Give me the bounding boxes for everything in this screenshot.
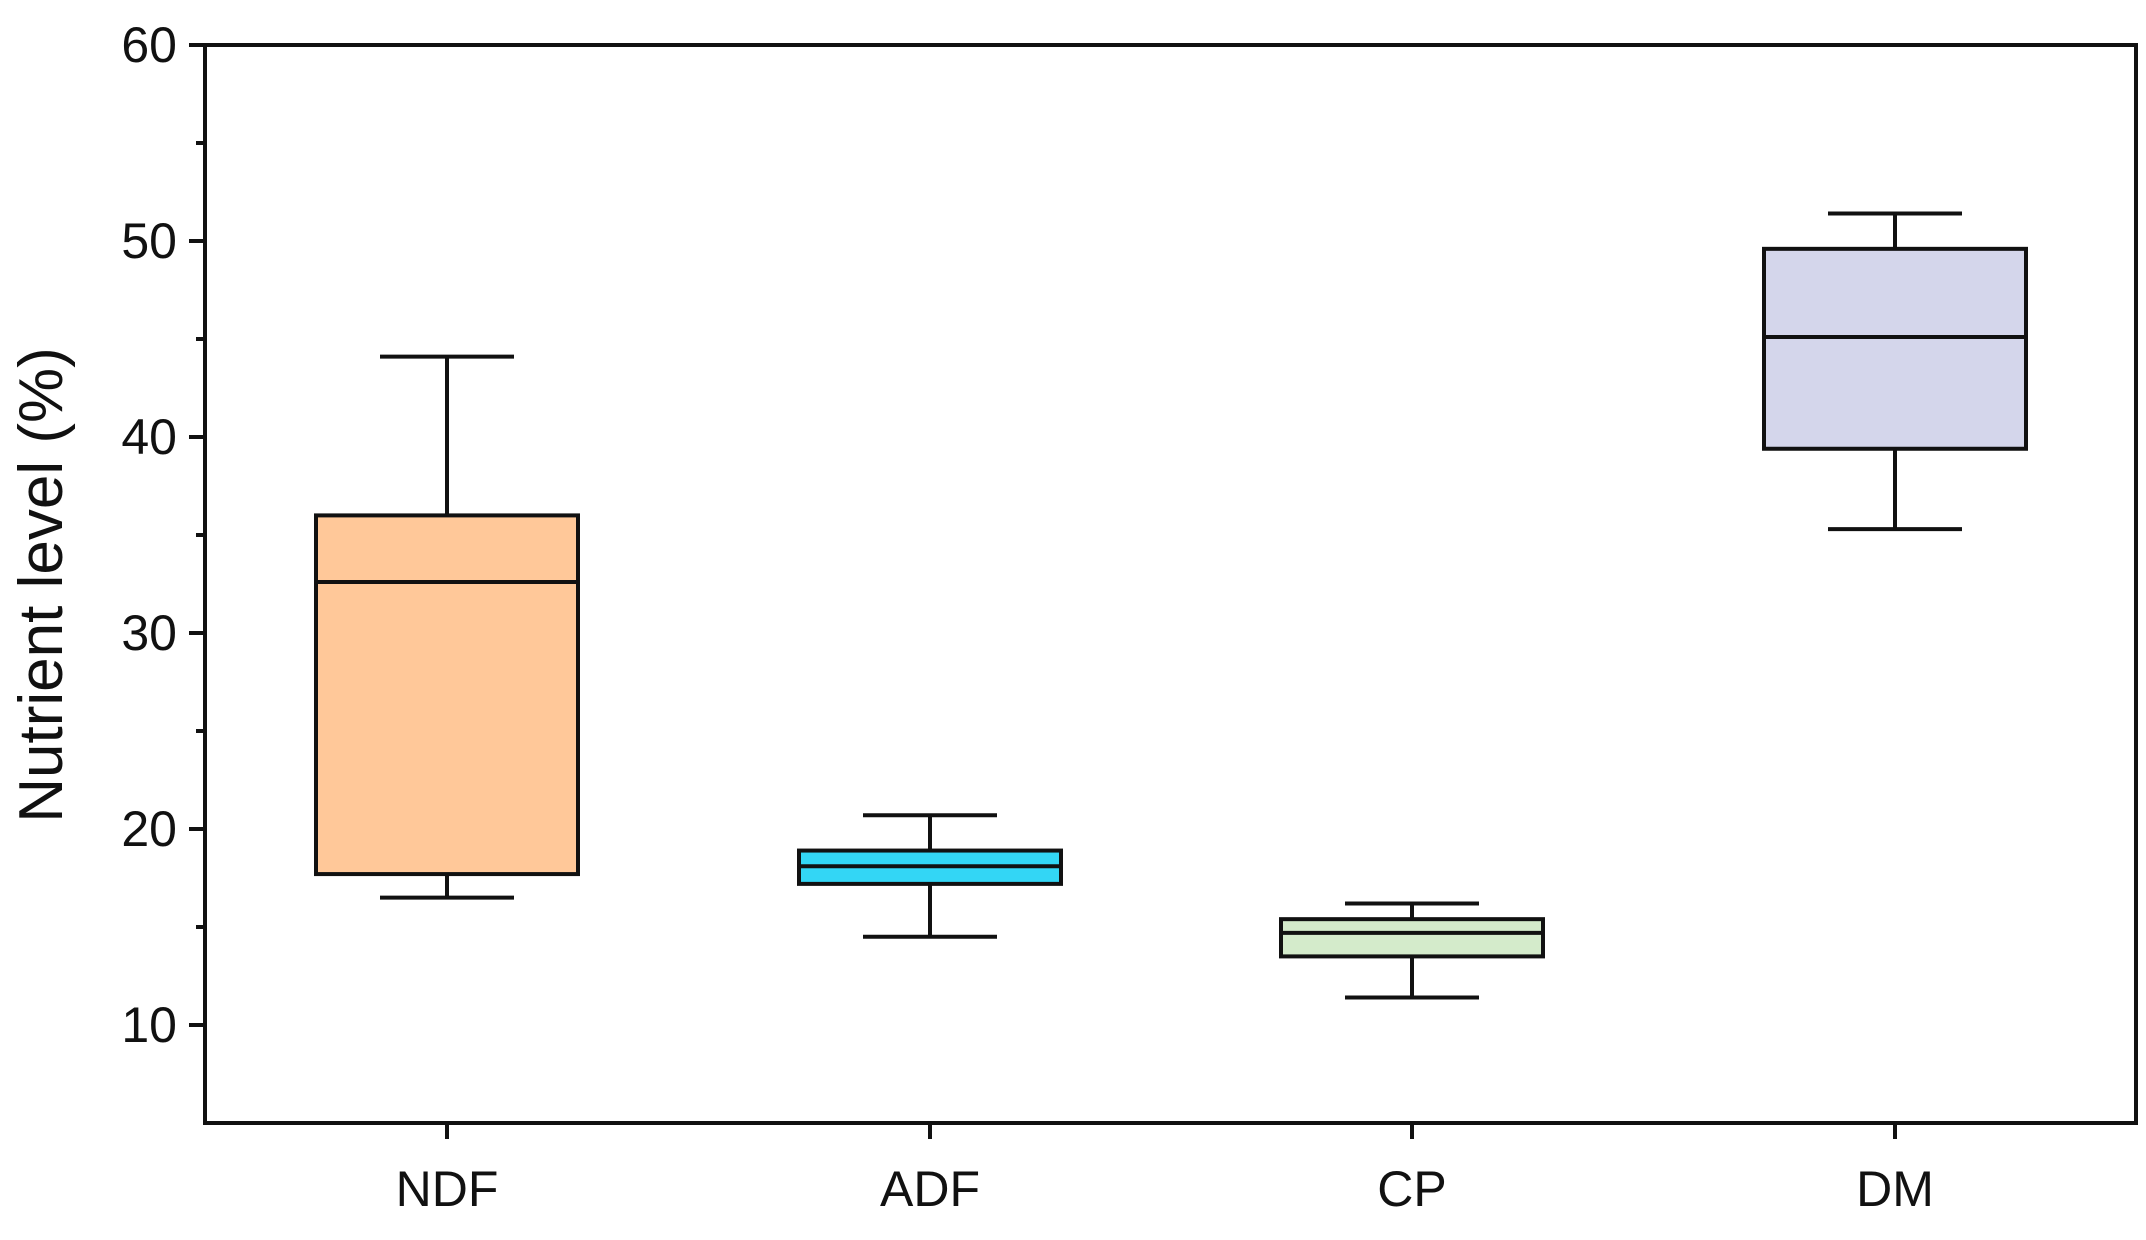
plot-area: 10 20 30 40 50 60 NDF ADF CP DM [121,17,2138,1217]
box-dm [1762,246,2028,451]
plot-frame [203,43,2138,1125]
y-tick-label: 60 [121,17,177,73]
y-tick-label: 30 [121,605,177,661]
y-tick-label: 40 [121,409,177,465]
x-tick-label-dm: DM [1856,1161,1934,1217]
y-tick-label: 50 [121,213,177,269]
box-ndf [314,513,580,877]
y-tick-label: 10 [121,997,177,1053]
x-tick-label-ndf: NDF [396,1161,499,1217]
box-cp [1279,917,1545,959]
y-tick-label: 20 [121,801,177,857]
x-tick-label-adf: ADF [880,1161,980,1217]
x-tick-label-cp: CP [1377,1161,1446,1217]
y-axis-title: Nutrient level (%) [7,347,76,822]
